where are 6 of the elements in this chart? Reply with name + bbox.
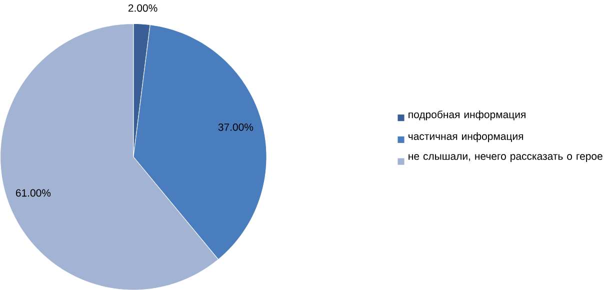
data-label: 37.00%	[218, 123, 254, 131]
legend-label: не слышали, нечего рассказать о герое	[408, 154, 602, 162]
legend-label: частичная информация	[408, 132, 524, 142]
legend-label: подробная информация	[408, 110, 526, 120]
data-label: 61.00%	[16, 189, 51, 197]
data-label: 2.00%	[128, 4, 158, 12]
